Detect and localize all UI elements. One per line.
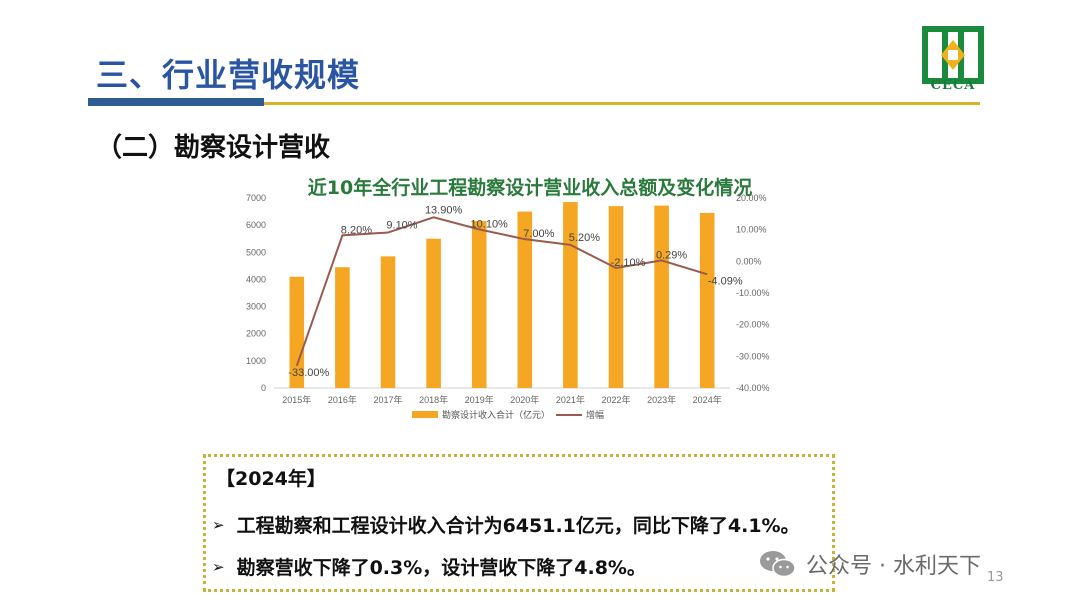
y-tick-label: 1000 xyxy=(246,356,266,366)
x-tick-label: 2024年 xyxy=(693,394,722,405)
x-tick-label: 2015年 xyxy=(282,394,311,405)
data-label: 10.10% xyxy=(471,218,509,230)
x-tick-label: 2018年 xyxy=(419,394,448,405)
data-label: 13.90% xyxy=(425,204,463,216)
data-label: -2.10% xyxy=(611,257,646,269)
y2-tick-label: 10.00% xyxy=(736,225,767,235)
bar xyxy=(335,267,350,388)
logo-text: CECA xyxy=(930,78,976,93)
data-label: 8.20% xyxy=(341,224,372,236)
data-label: -33.00% xyxy=(288,367,329,379)
bar xyxy=(699,212,715,388)
y2-tick-label: 20.00% xyxy=(736,193,767,203)
legend-label: 勘察设计收入合计（亿元） xyxy=(442,409,550,421)
summary-box xyxy=(203,454,835,592)
summary-bullet-text: 勘察营收下降了0.3%，设计营收下降了4.8%。 xyxy=(236,557,646,579)
watermark-text: 公众号 · 水利天下 xyxy=(806,554,981,579)
header-accent-bar xyxy=(88,98,264,106)
page-number: 13 xyxy=(987,570,1004,585)
x-tick-label: 2023年 xyxy=(647,394,676,405)
y2-tick-label: -40.00% xyxy=(736,383,770,393)
y2-tick-label: -30.00% xyxy=(736,351,770,361)
bar xyxy=(517,211,533,388)
x-tick-label: 2019年 xyxy=(465,394,494,405)
summary-bullet-2: ➢ 勘察营收下降了0.3%，设计营收下降了4.8%。 xyxy=(212,553,646,580)
arrow-bullet-icon: ➢ xyxy=(212,515,225,534)
wechat-icon xyxy=(760,551,796,578)
legend-swatch-bars xyxy=(412,411,438,418)
y2-tick-label: -20.00% xyxy=(736,320,770,330)
data-label: -4.09% xyxy=(708,275,743,287)
page-title: 三、行业营收规模 xyxy=(96,56,361,94)
section-title: （二）勘察设计营收 xyxy=(96,133,331,163)
y-tick-label: 4000 xyxy=(246,274,266,284)
bar xyxy=(380,256,396,388)
bar xyxy=(426,238,441,388)
bar xyxy=(608,206,624,388)
x-tick-label: 2020年 xyxy=(510,394,539,405)
header-divider xyxy=(264,102,980,105)
data-label: 0.29% xyxy=(656,249,687,261)
summary-year: 【2024年】 xyxy=(216,468,326,490)
summary-bullet-1: ➢ 工程勘察和工程设计收入合计为6451.1亿元，同比下降了4.1%。 xyxy=(212,511,800,538)
bar xyxy=(471,221,487,388)
y-tick-label: 2000 xyxy=(246,329,266,339)
ceca-logo xyxy=(922,26,984,84)
growth-line xyxy=(295,216,708,367)
x-tick-label: 2021年 xyxy=(556,394,585,405)
chart-title: 近10年全行业工程勘察设计营业收入总额及变化情况 xyxy=(307,177,753,199)
watermark: 公众号 · 水利天下 xyxy=(758,548,981,580)
x-tick-label: 2022年 xyxy=(601,394,630,405)
x-tick-label: 2017年 xyxy=(373,394,402,405)
y-tick-label: 3000 xyxy=(246,302,266,312)
y-tick-label: 6000 xyxy=(246,220,266,230)
y2-tick-label: -10.00% xyxy=(736,288,770,298)
y2-tick-label: 0.00% xyxy=(736,256,762,266)
y-tick-label: 5000 xyxy=(246,247,266,257)
x-tick-label: 2016年 xyxy=(328,394,357,405)
summary-bullet-text: 工程勘察和工程设计收入合计为6451.1亿元，同比下降了4.1%。 xyxy=(236,515,800,537)
y-tick-label: 7000 xyxy=(246,193,266,203)
data-label: 5.20% xyxy=(569,232,600,244)
bar xyxy=(654,205,669,388)
legend-label: 增幅 xyxy=(586,409,604,421)
y-tick-label: 0 xyxy=(261,383,266,393)
data-label: 9.10% xyxy=(386,220,417,232)
bar xyxy=(289,276,305,388)
arrow-bullet-icon: ➢ xyxy=(212,557,225,576)
revenue-chart: 0 1000 2000 3000 4000 5000 6000 7000 -40.00% -30.… xyxy=(246,193,770,421)
bar xyxy=(563,202,578,388)
data-label: 7.00% xyxy=(523,228,554,240)
